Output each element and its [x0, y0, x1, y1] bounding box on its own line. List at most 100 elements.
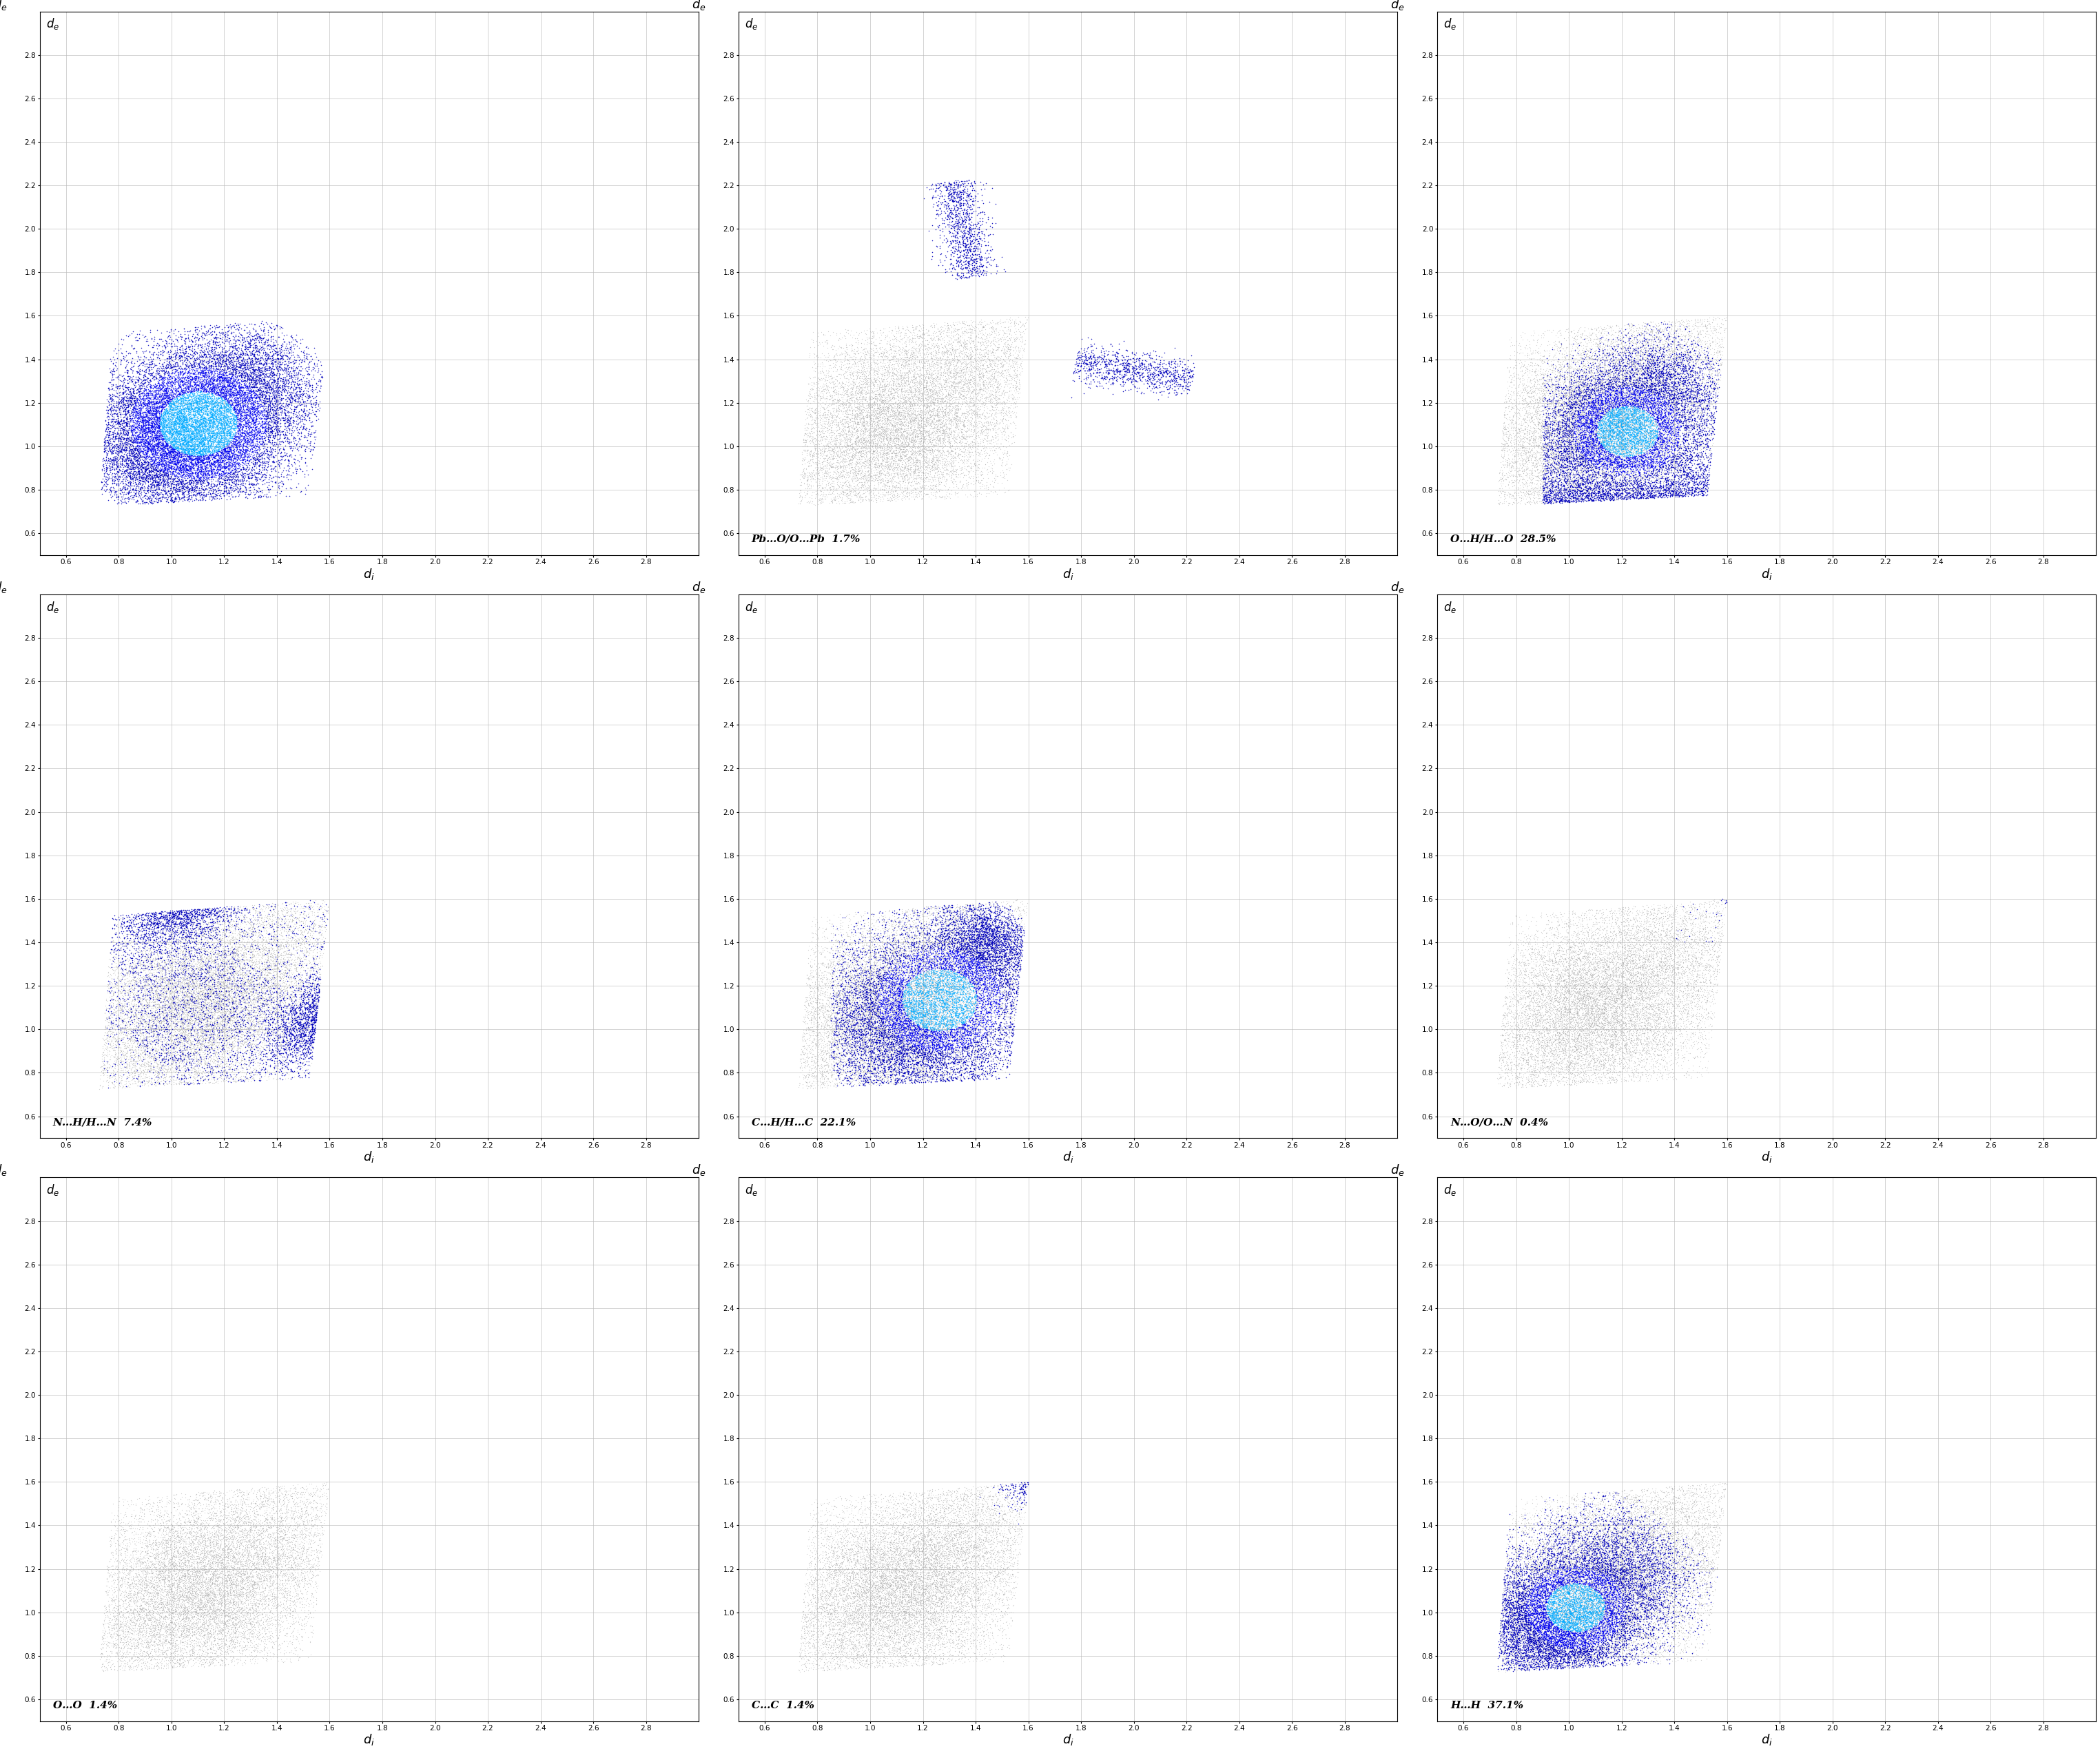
- Point: [1548, 478, 1581, 506]
- Point: [1680, 993, 1714, 1021]
- Point: [863, 923, 897, 951]
- Point: [1634, 406, 1667, 434]
- Point: [876, 907, 909, 935]
- Point: [271, 1009, 304, 1037]
- Point: [1560, 473, 1594, 501]
- Point: [237, 390, 271, 418]
- Point: [1621, 1532, 1655, 1560]
- Point: [185, 989, 218, 1017]
- Point: [1514, 1614, 1548, 1642]
- Point: [168, 399, 202, 427]
- Point: [166, 1644, 200, 1672]
- Point: [903, 947, 937, 975]
- Point: [149, 438, 183, 466]
- Point: [143, 1586, 176, 1614]
- Point: [930, 371, 964, 399]
- Point: [1667, 454, 1701, 482]
- Point: [1567, 459, 1600, 487]
- Point: [909, 1546, 943, 1574]
- Point: [1136, 362, 1170, 390]
- Point: [834, 357, 867, 385]
- Point: [823, 1024, 857, 1052]
- Point: [1592, 450, 1625, 478]
- Point: [821, 1534, 855, 1562]
- Point: [262, 1634, 296, 1662]
- Point: [160, 408, 193, 436]
- Point: [880, 1616, 913, 1644]
- Point: [250, 965, 284, 993]
- Point: [1573, 431, 1606, 459]
- Point: [930, 1042, 964, 1070]
- Point: [930, 1028, 964, 1056]
- Point: [1546, 1625, 1579, 1653]
- Point: [212, 988, 246, 1016]
- Point: [861, 1009, 895, 1037]
- Point: [951, 390, 985, 418]
- Point: [928, 960, 962, 988]
- Point: [279, 1005, 313, 1033]
- Point: [926, 963, 960, 991]
- Point: [1562, 1611, 1596, 1639]
- Point: [90, 1567, 124, 1595]
- Point: [155, 995, 189, 1023]
- Point: [1617, 1602, 1651, 1630]
- Point: [183, 445, 216, 473]
- Point: [1516, 1606, 1550, 1634]
- Point: [1556, 1515, 1590, 1543]
- Point: [1607, 320, 1640, 348]
- Point: [1661, 452, 1695, 480]
- Point: [865, 366, 899, 394]
- Point: [183, 417, 216, 445]
- Point: [275, 1553, 309, 1581]
- Point: [160, 1620, 193, 1648]
- Point: [848, 338, 882, 366]
- Point: [242, 1506, 275, 1534]
- Point: [1520, 1614, 1554, 1642]
- Point: [968, 1515, 1002, 1543]
- Point: [1672, 396, 1705, 424]
- Point: [895, 417, 928, 445]
- Point: [1527, 1602, 1560, 1630]
- Point: [1550, 956, 1583, 984]
- Point: [1002, 951, 1035, 979]
- Point: [1571, 986, 1604, 1014]
- Point: [204, 420, 237, 448]
- Point: [951, 175, 985, 203]
- Point: [840, 1611, 874, 1639]
- Point: [105, 1045, 139, 1073]
- Point: [252, 390, 286, 418]
- Point: [176, 1576, 210, 1604]
- Point: [819, 1565, 853, 1593]
- Point: [859, 431, 892, 459]
- Point: [1501, 443, 1535, 471]
- Point: [1002, 935, 1035, 963]
- Point: [1632, 1583, 1665, 1611]
- Point: [817, 1592, 850, 1620]
- Point: [1672, 1574, 1705, 1602]
- Point: [878, 1066, 911, 1094]
- Point: [892, 1063, 926, 1091]
- Point: [1642, 406, 1676, 434]
- Point: [888, 322, 922, 350]
- Point: [1649, 424, 1682, 452]
- Point: [139, 1052, 172, 1080]
- Point: [206, 1019, 239, 1047]
- Point: [126, 1495, 160, 1523]
- Point: [197, 1536, 231, 1564]
- Point: [122, 431, 155, 459]
- Point: [1527, 1592, 1560, 1620]
- Point: [1554, 965, 1588, 993]
- Point: [1607, 1560, 1640, 1588]
- Point: [897, 475, 930, 503]
- Point: [922, 1016, 956, 1044]
- Point: [1691, 475, 1724, 503]
- Point: [1607, 401, 1640, 429]
- Point: [964, 963, 998, 991]
- Point: [880, 1066, 913, 1094]
- Point: [1592, 988, 1625, 1016]
- Point: [1640, 1606, 1674, 1634]
- Point: [895, 457, 928, 485]
- Point: [1560, 1541, 1594, 1569]
- Point: [1520, 385, 1554, 413]
- Point: [811, 329, 844, 357]
